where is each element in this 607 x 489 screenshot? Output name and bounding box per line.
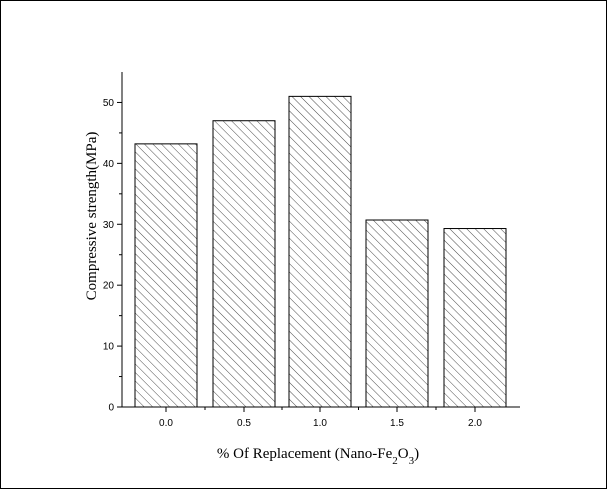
bar-1.0 [288,95,352,408]
x-tick-label-2.0: 2.0 [468,418,482,429]
x-tick-label-1.0: 1.0 [313,418,327,429]
x-axis-title-prefix: % Of Replacement (Nano-Fe [217,446,393,462]
x-axis-title-suffix: ) [414,446,419,462]
y-tick-label-10: 10 [103,342,115,353]
x-axis-title-sub2: 3 [409,455,415,467]
bar-0.0 [134,143,198,408]
y-tick-label-20: 20 [103,281,115,292]
bar-1.5 [365,219,429,408]
bar-2.0 [443,228,507,408]
x-tick-label-1.5: 1.5 [390,418,404,429]
x-axis-title-sub1: 2 [392,455,398,467]
y-tick-label-50: 50 [103,98,115,109]
bars-group [134,95,507,408]
y-tick-label-40: 40 [103,159,115,170]
x-tick-label-0.5: 0.5 [237,418,251,429]
x-axis-title-mid: O [398,446,409,462]
x-ticks-group: 0.0 0.5 1.0 1.5 2.0 [159,407,482,429]
y-tick-label-30: 30 [103,220,115,231]
y-tick-label-0: 0 [108,403,114,414]
y-ticks-group: 0 10 20 30 40 50 [103,98,122,414]
y-axis-title: Compressive strength(MPa) [84,132,100,301]
x-tick-label-0.0: 0.0 [159,418,173,429]
x-axis-title: % Of Replacement (Nano-Fe2O3) [217,446,419,467]
bar-0.5 [212,120,276,408]
